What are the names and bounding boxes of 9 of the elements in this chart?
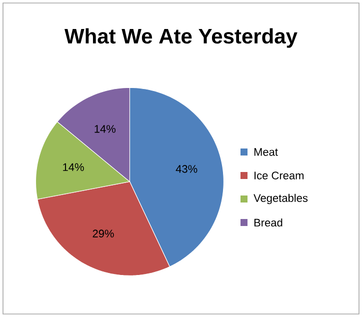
data-label: 29% [92,230,114,238]
legend-label: Bread [254,218,282,227]
data-label: 14% [94,125,116,133]
legend-label: Vegetables [254,194,308,204]
legend-label: Ice Cream [254,172,304,180]
data-label: 43% [176,165,198,173]
chart-title: What We Ate Yesterday [64,28,298,48]
legend-label: Meat [254,148,278,156]
data-label: 14% [63,163,84,171]
